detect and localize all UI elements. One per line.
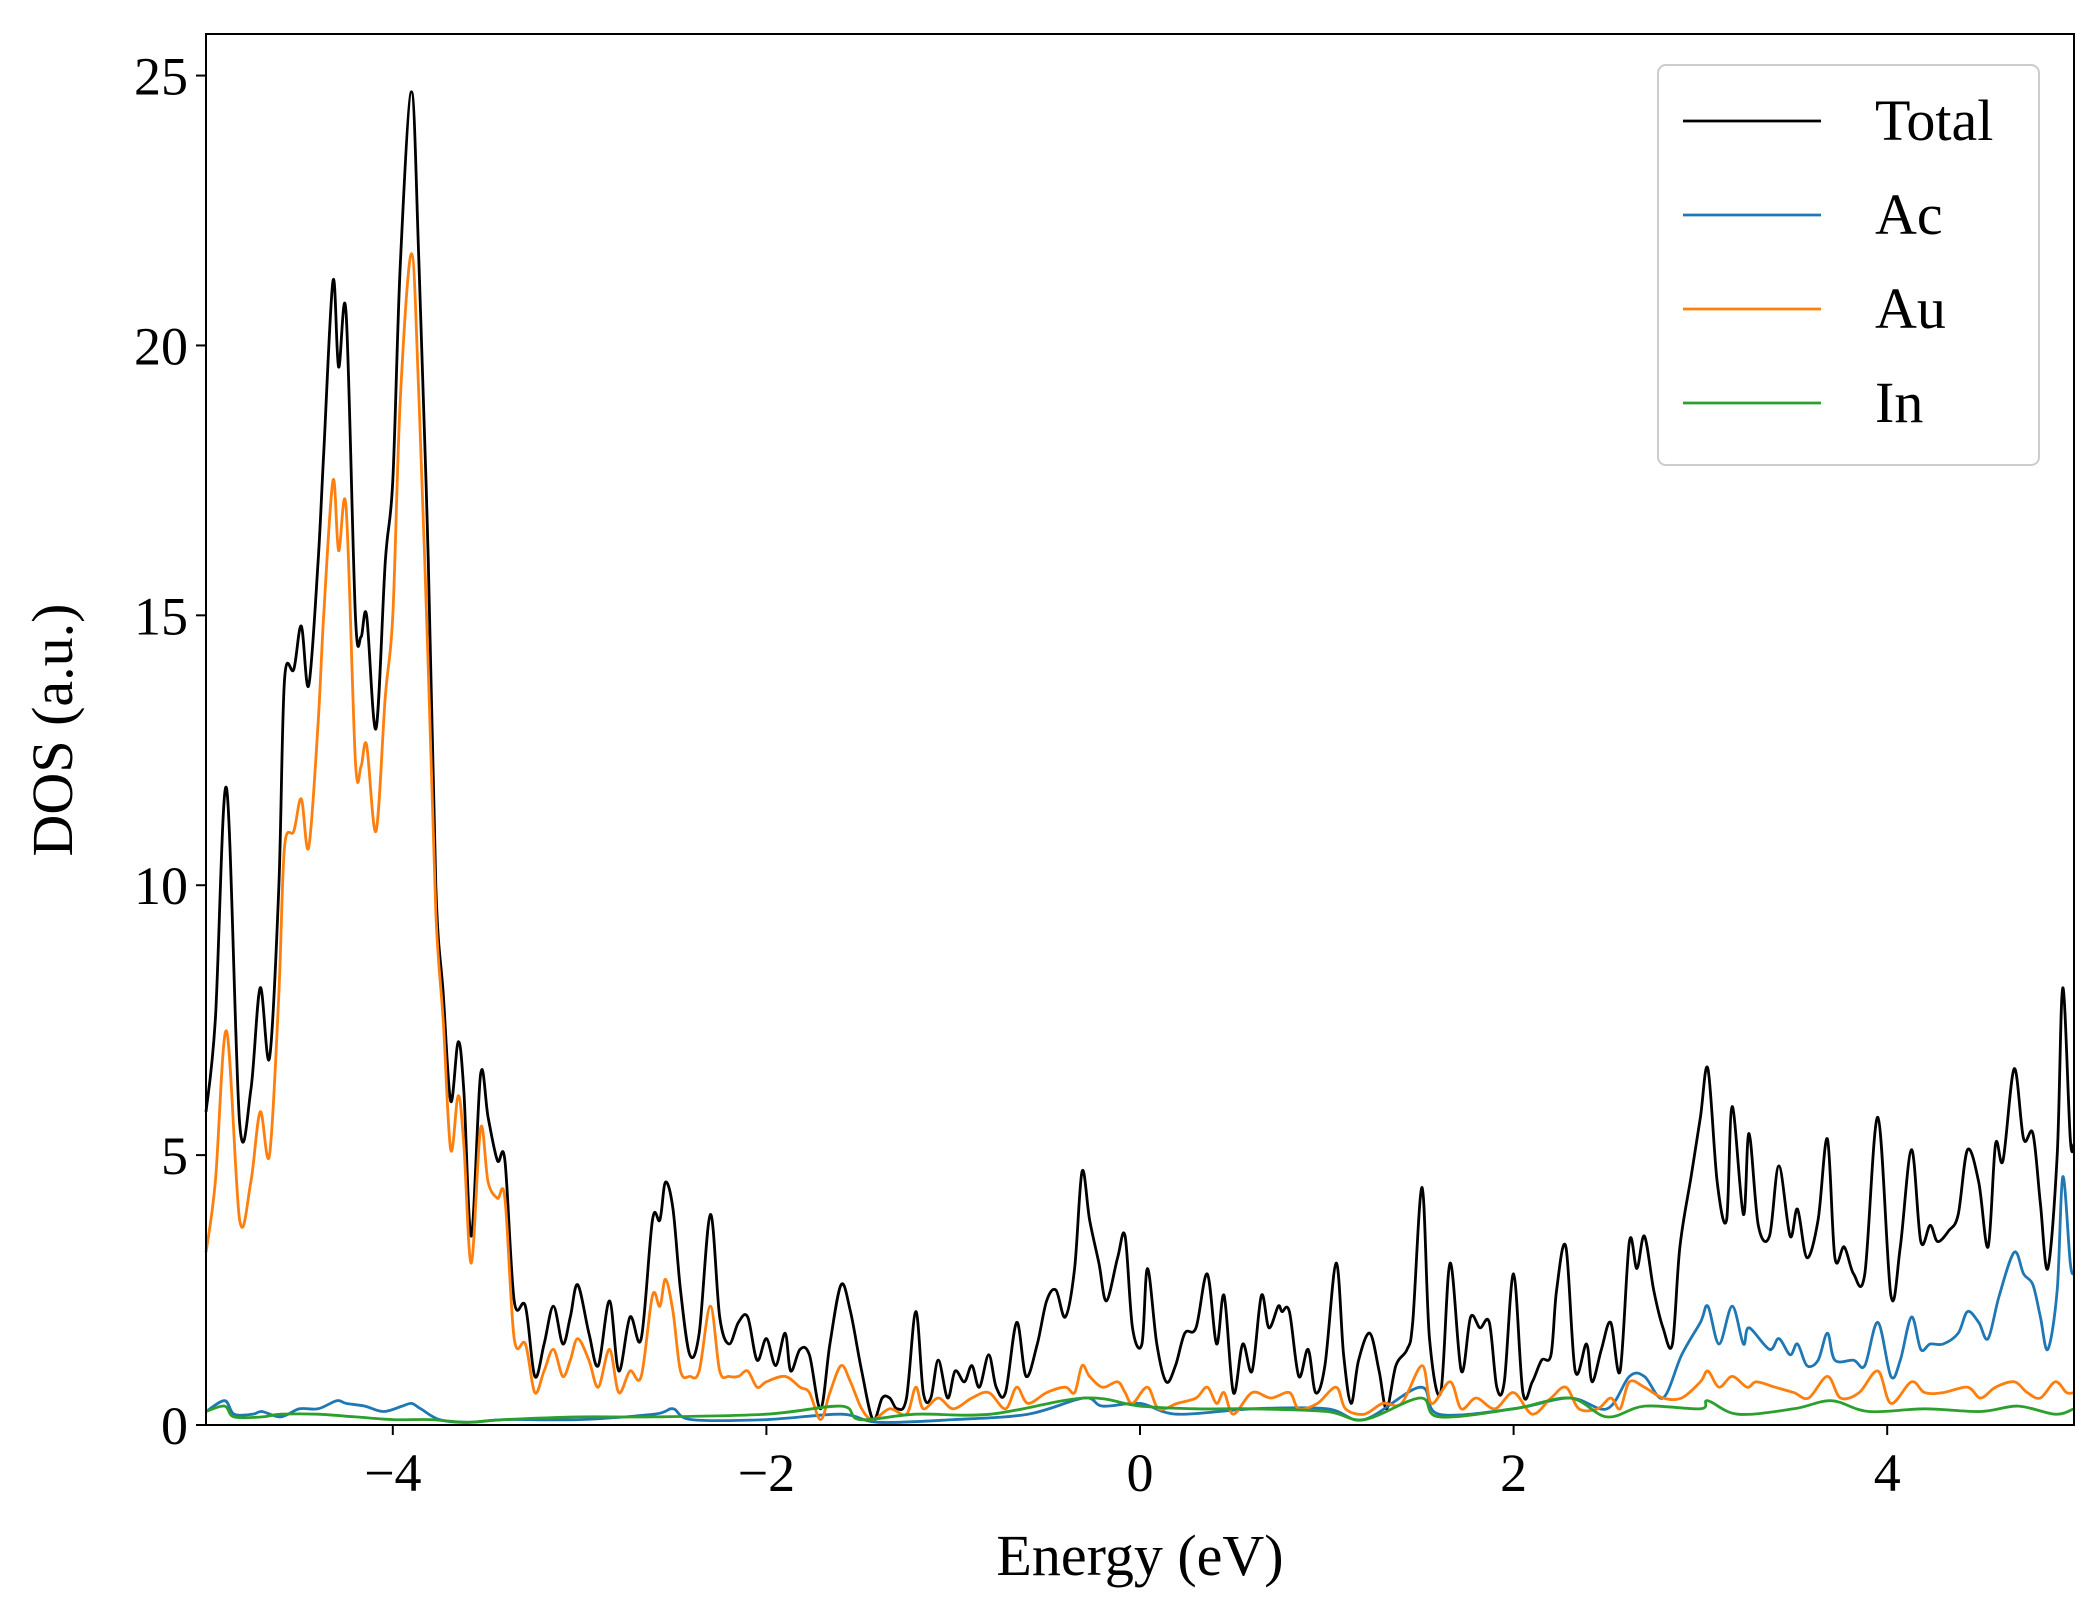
- y-tick-label: 5: [161, 1126, 188, 1186]
- legend-label: Total: [1875, 88, 1993, 153]
- x-axis-ticks: −4 −2 0 2 4: [364, 1425, 1901, 1503]
- series-line-in: [205, 1396, 2075, 1424]
- legend-label: Au: [1875, 276, 1946, 341]
- legend-item-ac: Ac: [1683, 182, 1943, 247]
- y-tick-label: 10: [134, 856, 188, 916]
- legend-label: Ac: [1875, 182, 1943, 247]
- x-tick-label: −4: [364, 1443, 421, 1503]
- y-tick-label: 0: [161, 1396, 188, 1456]
- series-line-au: [204, 252, 2075, 1421]
- legend-item-au: Au: [1683, 276, 1946, 341]
- series-line-ac: [205, 1175, 2076, 1424]
- x-tick-label: 4: [1874, 1443, 1901, 1503]
- y-tick-label: 20: [134, 316, 188, 376]
- y-tick-label: 15: [134, 586, 188, 646]
- x-tick-label: 0: [1127, 1443, 1154, 1503]
- legend-box: [1657, 64, 2040, 466]
- x-axis-label: Energy (eV): [996, 1523, 1283, 1588]
- legend-label: In: [1875, 370, 1923, 435]
- x-tick-label: 2: [1500, 1443, 1527, 1503]
- legend-item-total: Total: [1683, 88, 1993, 153]
- legend-item-in: In: [1683, 370, 1923, 435]
- y-axis-label: DOS (a.u.): [20, 604, 85, 857]
- y-axis-ticks: 0 5 10 15 20 25: [134, 47, 206, 1456]
- legend: Total Ac Au In: [1657, 64, 2040, 466]
- y-tick-label: 25: [134, 47, 188, 107]
- series-layer: [204, 90, 2076, 1424]
- x-tick-label: −2: [738, 1443, 795, 1503]
